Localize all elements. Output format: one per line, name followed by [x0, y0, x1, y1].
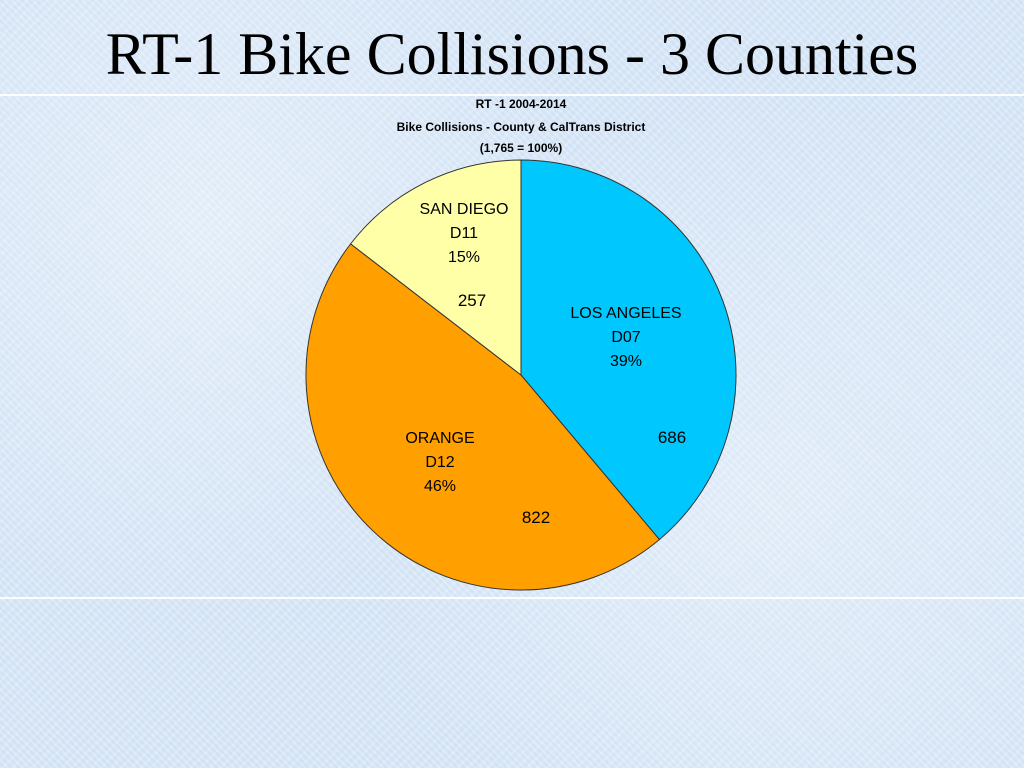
pie-labels: LOS ANGELES D07 39% 686 ORANGE D12 46% 822 SAN D…: [405, 201, 686, 527]
slice-name-orange: ORANGE: [405, 430, 474, 447]
slice-percent-orange: 46%: [424, 478, 456, 495]
slice-value-orange: 822: [522, 508, 550, 527]
slide-title: RT-1 Bike Collisions - 3 Counties: [105, 21, 919, 87]
slice-district-orange: D12: [425, 454, 454, 471]
slice-name-los-angeles: LOS ANGELES: [570, 305, 681, 322]
chart-note: (1,765 = 100%): [480, 141, 562, 155]
slice-name-san-diego: SAN DIEGO: [420, 201, 509, 218]
pie-slice-san-diego: [349, 159, 522, 377]
slice-district-los-angeles: D07: [611, 329, 640, 346]
pie-slice-orange: [305, 243, 661, 591]
chart-subtitle: Bike Collisions - County & CalTrans Dist…: [397, 120, 646, 134]
top-divider: [0, 94, 1024, 96]
chart-title: RT -1 2004-2014: [476, 97, 567, 111]
pie-slices: [305, 159, 737, 591]
pie-slice-los-angeles: [520, 159, 737, 541]
bottom-divider: [0, 597, 1024, 599]
slice-value-los-angeles: 686: [658, 428, 686, 447]
slice-value-san-diego: 257: [458, 291, 486, 310]
slice-district-san-diego: D11: [450, 225, 478, 242]
slice-percent-san-diego: 15%: [448, 249, 480, 266]
slice-percent-los-angeles: 39%: [610, 353, 642, 370]
